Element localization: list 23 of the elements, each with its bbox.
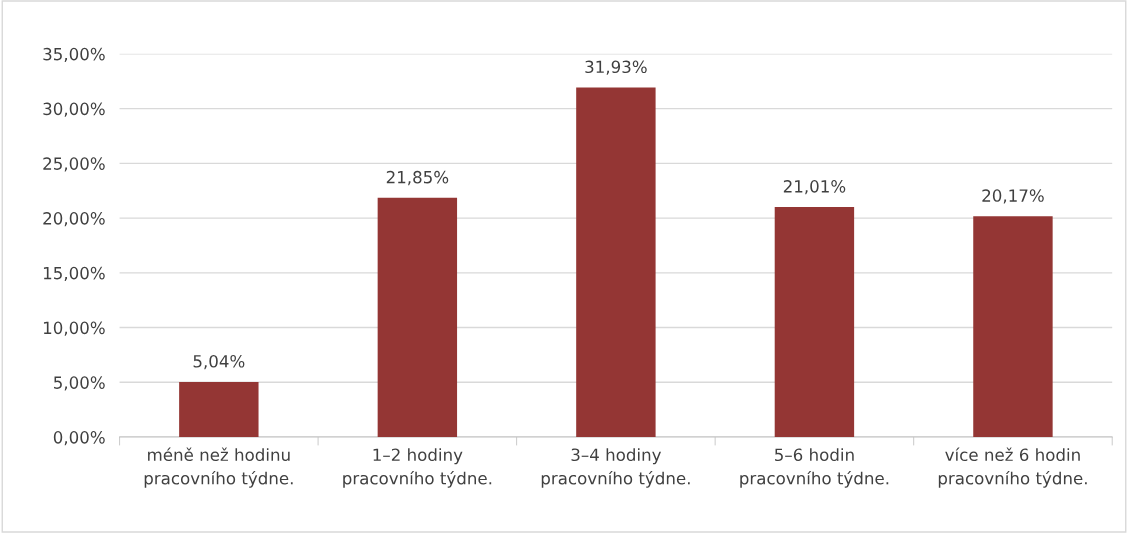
- data-label: 31,93%: [585, 60, 647, 75]
- x-tick-label: méně než hodinu pracovního týdne.: [144, 447, 293, 488]
- y-tick-label: 5,00%: [54, 376, 105, 391]
- y-tick-label: 10,00%: [43, 321, 105, 336]
- bar: [377, 197, 458, 438]
- y-tick-label: 35,00%: [43, 47, 105, 63]
- bar: [973, 216, 1053, 438]
- data-label: 5,04%: [193, 354, 245, 370]
- data-label: 21,01%: [783, 180, 846, 195]
- x-tick-label: 1–2 hodiny pracovního týdne.: [343, 448, 492, 488]
- y-tick-label: 0,00%: [53, 431, 105, 446]
- x-tick-label: více než 6 hodin pracovního týdne.: [938, 447, 1087, 488]
- y-tick-label: 20,00%: [43, 212, 105, 227]
- y-tick-label: 30,00%: [43, 102, 105, 117]
- x-tick-label: 3–4 hodiny pracovního týdne.: [541, 448, 690, 488]
- x-tick-label: 5–6 hodin pracovního týdne.: [740, 448, 889, 488]
- bar: [774, 207, 855, 438]
- data-label: 21,85%: [386, 170, 449, 186]
- data-label: 20,17%: [982, 189, 1044, 204]
- bar: [576, 87, 656, 438]
- y-tick-label: 15,00%: [43, 266, 105, 282]
- bar: [179, 381, 259, 438]
- y-tick-label: 25,00%: [43, 157, 105, 172]
